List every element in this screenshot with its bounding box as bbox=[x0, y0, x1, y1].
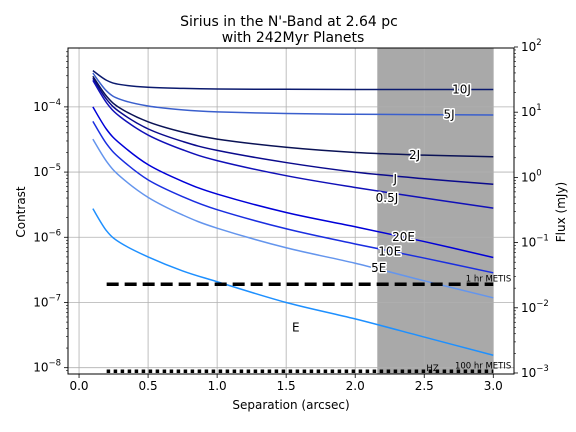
series-line-5e bbox=[92, 138, 494, 299]
y2-tick-label: 10−2 bbox=[521, 299, 549, 315]
y-tick-label: 10−6 bbox=[33, 228, 61, 244]
y2-tick-label: 10−3 bbox=[521, 364, 549, 380]
chart-subtitle: with 242Myr Planets bbox=[222, 30, 365, 46]
curve-label: 10E bbox=[378, 245, 401, 259]
y2-tick-label: 101 bbox=[521, 103, 542, 119]
y-tick-label: 10−8 bbox=[33, 359, 61, 375]
curve-label: 0.5J bbox=[376, 191, 399, 205]
series-line-5j bbox=[92, 72, 494, 116]
curve-label: 10J bbox=[452, 82, 471, 96]
y-axis-title: Contrast bbox=[14, 186, 28, 238]
curve-label: 20E bbox=[392, 230, 415, 244]
x-tick-label: 0.5 bbox=[139, 379, 158, 393]
curve-label: E bbox=[292, 321, 300, 335]
y-tick-label: 10−7 bbox=[33, 293, 61, 309]
x-tick-label: 0.0 bbox=[69, 379, 88, 393]
series-line-e bbox=[92, 208, 494, 356]
series-line-20e bbox=[92, 106, 494, 259]
curve-label: 5J bbox=[444, 108, 455, 122]
x-axis-title: Separation (arcsec) bbox=[232, 398, 349, 412]
curve-label: 2J bbox=[409, 148, 420, 162]
y2-tick-label: 100 bbox=[521, 168, 542, 184]
y2-tick-label: 10−1 bbox=[521, 234, 549, 250]
y-tick-label: 10−5 bbox=[33, 163, 61, 179]
limit-label: 1 hr METIS bbox=[466, 274, 512, 284]
curve-label: 5E bbox=[371, 261, 386, 275]
x-tick-label: 1.0 bbox=[208, 379, 227, 393]
hz-label: HZ bbox=[426, 364, 438, 374]
shaded-region bbox=[377, 48, 494, 374]
chart-title: Sirius in the N'-Band at 2.64 pc bbox=[180, 14, 398, 30]
x-tick-label: 3.0 bbox=[484, 379, 503, 393]
series-line-j bbox=[92, 77, 494, 186]
x-tick-label: 2.0 bbox=[346, 379, 365, 393]
series-line-2j bbox=[92, 75, 494, 158]
axes-frame bbox=[67, 47, 515, 375]
curve-label: J bbox=[392, 172, 397, 186]
limit-label: 100 hr METIS bbox=[455, 362, 511, 372]
x-tick-label: 1.5 bbox=[277, 379, 296, 393]
x-tick-label: 2.5 bbox=[415, 379, 434, 393]
y-tick-label: 10−4 bbox=[33, 98, 61, 114]
y2-tick-label: 102 bbox=[521, 38, 542, 54]
series-line-0p5j bbox=[92, 79, 494, 209]
y2-axis-title: Flux (mJy) bbox=[554, 182, 568, 242]
series-line-10e bbox=[92, 120, 494, 274]
series-line-10j bbox=[92, 69, 494, 91]
